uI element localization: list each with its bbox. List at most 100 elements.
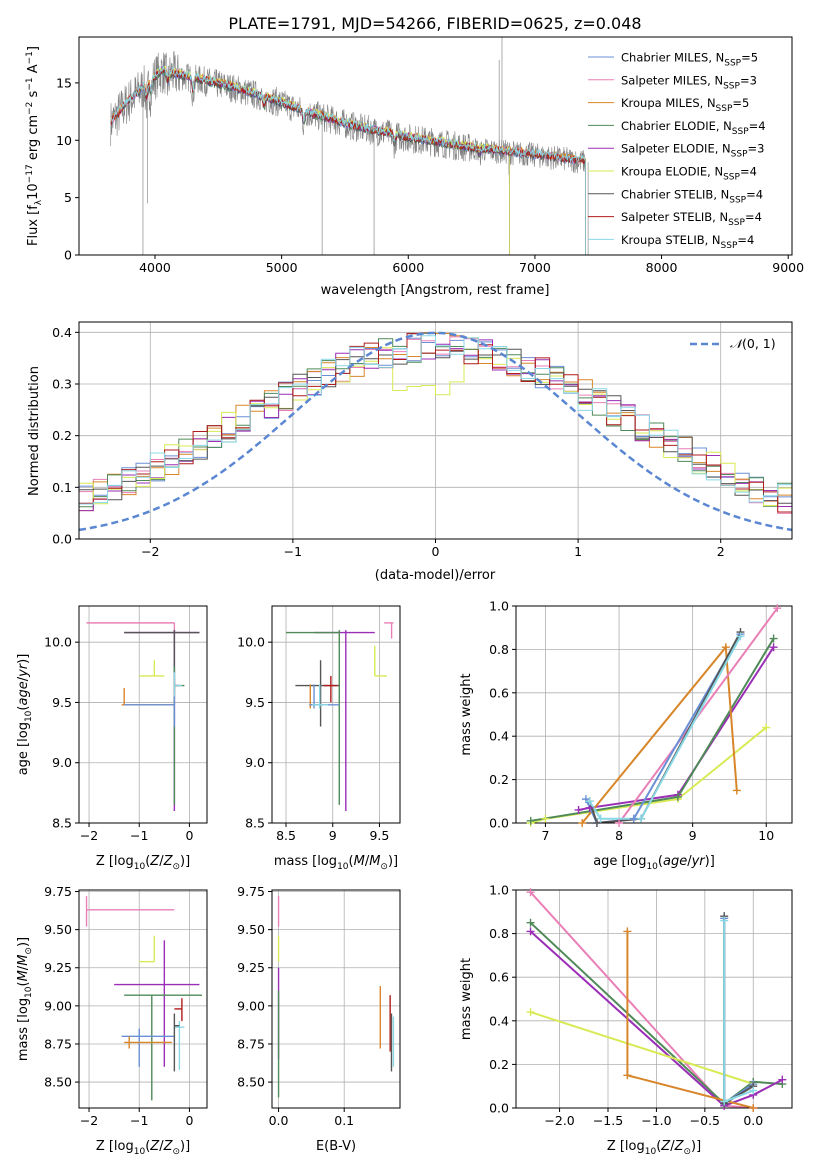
label-part: −2	[25, 102, 35, 115]
mass-weight-marker	[592, 819, 601, 827]
x-tick-label: 9.5	[369, 828, 389, 843]
label-part: Z [log	[96, 1139, 134, 1154]
label-part: mass [log	[274, 854, 337, 869]
mass-weight-marker	[585, 797, 594, 806]
label-part: ⊙	[172, 1147, 180, 1157]
label-part: =4	[746, 187, 763, 201]
y-tick-label: 0.2	[52, 428, 72, 443]
y-tick-label: 0	[64, 248, 72, 263]
label-part: mass [log	[16, 998, 31, 1061]
label-part: )]	[691, 1139, 701, 1154]
mass-weight-line	[530, 726, 767, 823]
mass-weight-marker	[623, 927, 632, 936]
x-tick-label: 8	[615, 828, 623, 843]
y-tick-label: 0.6	[489, 685, 509, 700]
label-part: E(B-V)	[316, 1139, 356, 1154]
y-tick-label: 8.50	[237, 1075, 265, 1090]
label-part: SSP	[731, 150, 748, 160]
mass-weight-line	[530, 1011, 754, 1085]
plot-area	[277, 896, 395, 1098]
panel-mass-vs-Z: −2 −1 08.508.759.009.259.509.75Z [log10(Z/…	[16, 884, 208, 1157]
label-part: mass weight	[459, 958, 474, 1040]
model-spectrum	[141, 65, 511, 255]
mass-weight-marker	[596, 814, 605, 823]
y-tick-label: 8.5	[52, 816, 72, 831]
axes-frame	[515, 605, 793, 824]
label-part: /	[159, 854, 164, 869]
x-axis-label: Z [log10(Z/Z⊙)]	[96, 854, 190, 872]
legend-entry: 𝒩(0, 1)	[730, 336, 776, 351]
y-tick-label: 1.0	[489, 883, 509, 898]
label-part: (0, 1)	[742, 336, 776, 351]
label-part: (	[656, 1139, 661, 1154]
mass-weight-marker	[623, 1071, 632, 1080]
mass-weight-marker	[578, 819, 587, 827]
x-tick-label: −1	[130, 1113, 148, 1128]
y-tick-label: 10.0	[237, 635, 265, 650]
label-part: 10	[134, 1147, 146, 1157]
label-part: Z	[149, 1139, 160, 1154]
label-part: −1	[25, 77, 35, 90]
axes-frame	[78, 321, 793, 540]
y-axis-label: mass weight	[459, 958, 474, 1040]
label-part: Kroupa MILES, N	[621, 96, 716, 110]
x-tick-label: 10	[758, 828, 774, 843]
x-tick-label: 6000	[392, 260, 424, 275]
y-tick-label: 0.8	[489, 926, 509, 941]
y-tick-label: 0.6	[489, 970, 509, 985]
mass-weight-line	[588, 635, 742, 820]
panel-spectrum: 4000 5000 6000 7000 8000 9000 0 5 10 15 Chabrier M…	[25, 36, 804, 298]
y-tick-label: 0.1	[52, 480, 72, 495]
y-tick-label: 0.2	[489, 1057, 509, 1072]
label-part: (	[16, 981, 31, 986]
y-tick-label: 9.0	[52, 755, 72, 770]
label-part: (	[349, 854, 354, 869]
legend-entry: Chabrier STELIB, NSSP=4	[621, 187, 763, 205]
label-part: 10	[24, 986, 34, 998]
label-part: SSP	[729, 195, 746, 205]
label-part: age	[16, 681, 31, 705]
mass-weight-marker	[732, 786, 741, 795]
axes-frame	[271, 605, 401, 824]
label-part: ⊙	[683, 1147, 691, 1157]
mass-weight-line	[723, 920, 754, 1103]
label-part: Z	[163, 1139, 174, 1154]
y-tick-label: 0.0	[489, 816, 509, 831]
y-tick-label: 9.25	[237, 960, 265, 975]
x-axis-label: E(B-V)	[316, 1139, 356, 1154]
label-part: Salpeter MILES, N	[621, 73, 723, 87]
plot-area	[85, 896, 202, 1101]
x-tick-label: 9000	[772, 260, 804, 275]
legend-entry: Salpeter STELIB, NSSP=4	[621, 210, 762, 228]
model-spectrum	[110, 68, 586, 255]
label-part: SSP	[723, 81, 740, 91]
y-tick-label: 9.5	[245, 695, 265, 710]
plot-area	[86, 622, 200, 811]
model-spectrum	[110, 68, 586, 255]
model-spectrum	[141, 68, 511, 255]
label-part: =4	[745, 210, 762, 224]
axes-frame	[78, 36, 793, 256]
label-part: 10	[26, 183, 41, 200]
label-part: Kroupa ELODIE, N	[621, 165, 723, 179]
label-part: ]	[26, 46, 41, 51]
x-tick-label: 0	[185, 1113, 193, 1128]
label-part: age [log	[16, 722, 31, 775]
mass-weight-marker	[769, 643, 778, 652]
mass-weight-marker	[749, 1086, 758, 1095]
label-part: ⊙	[172, 862, 180, 872]
label-part: Kroupa STELIB, N	[621, 233, 721, 247]
x-tick-label: −1	[284, 544, 302, 559]
x-tick-label: 5000	[266, 260, 298, 275]
y-axis-label: mass weight	[459, 673, 474, 755]
y-tick-label: 9.0	[245, 755, 265, 770]
label-part: ⊙	[380, 862, 388, 872]
x-tick-label: −1.5	[593, 1113, 623, 1128]
x-axis-label: wavelength [Angstrom, rest frame]	[321, 283, 550, 298]
y-axis-label: age [log10(age/yr)]	[16, 654, 34, 776]
label-part: )]	[705, 854, 715, 869]
label-part: 10	[646, 862, 658, 872]
label-part: 10	[24, 710, 34, 722]
